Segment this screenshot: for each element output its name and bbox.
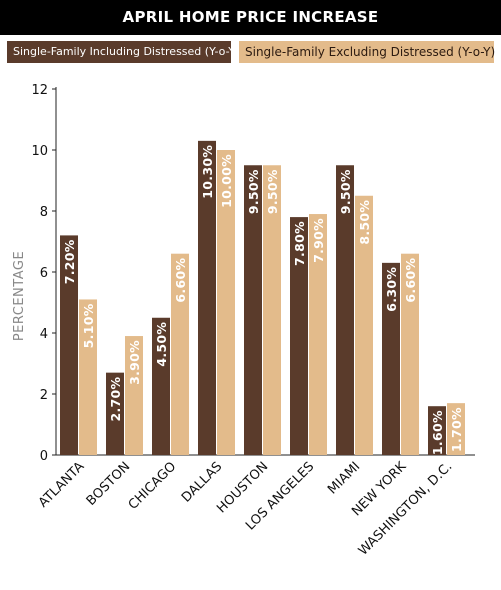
- legend-series-including-distressed: Single-Family Including Distressed (Y-o-…: [7, 41, 239, 63]
- data-label: 10.30%: [200, 145, 215, 199]
- data-label: 3.90%: [127, 340, 142, 385]
- data-label: 10.00%: [219, 154, 234, 208]
- data-label: 8.50%: [357, 200, 372, 245]
- data-label: 9.50%: [338, 169, 353, 214]
- y-tick-label: 2: [40, 388, 48, 403]
- x-tick-label: ATLANTA: [36, 459, 88, 511]
- bar: [355, 195, 373, 455]
- data-label: 7.90%: [311, 218, 326, 263]
- bar: [217, 150, 235, 455]
- data-label: 6.30%: [384, 267, 399, 312]
- bar: [106, 372, 124, 455]
- bar: [447, 403, 465, 455]
- data-label: 6.60%: [403, 258, 418, 303]
- bar: [171, 253, 189, 455]
- y-tick-label: 0: [40, 449, 48, 464]
- data-label: 1.70%: [449, 407, 464, 452]
- data-label: 1.60%: [430, 410, 445, 455]
- data-labels: 7.20% 5.10% 2.70% 3.90% 4.50% 6.60% 10.30% 10.0…: [62, 145, 464, 455]
- chart-title: APRIL HOME PRICE INCREASE: [0, 0, 501, 35]
- bar: [60, 235, 78, 455]
- data-label: 4.50%: [154, 322, 169, 367]
- y-axis-label: PERCENTAGE: [12, 251, 27, 341]
- x-tick-label: WASHINGTON, D.C.: [356, 459, 456, 559]
- data-label: 6.60%: [173, 258, 188, 303]
- bar: [125, 336, 143, 455]
- bar: [290, 217, 308, 455]
- bar: [336, 165, 354, 455]
- y-tick-label: 10: [31, 144, 48, 159]
- x-tick-label: CHICAGO: [126, 459, 180, 513]
- bar: [401, 253, 419, 455]
- y-tick-label: 6: [40, 266, 48, 281]
- data-label: 5.10%: [81, 303, 96, 348]
- bar: [244, 165, 262, 455]
- bars: [60, 140, 465, 455]
- data-label: 9.50%: [265, 169, 280, 214]
- bar: [79, 299, 97, 455]
- bar: [152, 317, 170, 455]
- x-tick-label: MIAMI: [325, 459, 363, 497]
- bar: [309, 214, 327, 455]
- y-tick-label: 4: [40, 327, 48, 342]
- bar: [382, 262, 400, 455]
- bar: [428, 406, 446, 455]
- data-label: 7.20%: [62, 239, 77, 284]
- bar: [198, 140, 216, 455]
- data-label: 9.50%: [246, 169, 261, 214]
- bar: [263, 165, 281, 455]
- x-tick-label: DALLAS: [179, 459, 225, 505]
- data-label: 7.80%: [292, 221, 307, 266]
- y-tick-label: 8: [40, 205, 48, 220]
- y-tick-label: 12: [31, 83, 48, 98]
- data-label: 2.70%: [108, 376, 123, 421]
- legend-series-excluding-distressed: Single-Family Excluding Distressed (Y-o-…: [239, 41, 495, 63]
